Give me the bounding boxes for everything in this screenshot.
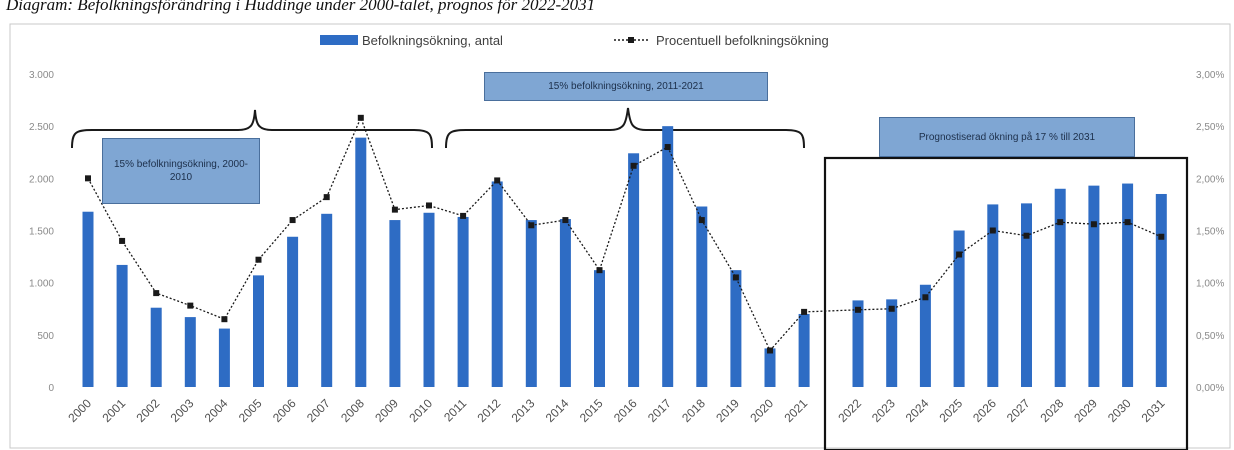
y-tick-label-left: 500 (37, 331, 54, 342)
legend-swatch-marker (628, 37, 634, 43)
bar-2000 (82, 211, 94, 387)
bar-2016 (628, 153, 640, 387)
bar-2006 (287, 236, 299, 387)
point-2021 (801, 308, 808, 315)
y-tick-label-right: 2,50% (1196, 122, 1224, 133)
annotation-forecast: Prognostiserad ökning på 17 % till 2031 (879, 117, 1135, 157)
bar-2027 (1021, 203, 1032, 387)
legend-label-line: Procentuell befolkningsökning (656, 33, 829, 48)
y-tick-label-left: 1.000 (29, 279, 54, 290)
point-2005 (255, 256, 262, 263)
y-axis-left: 0 500 1.000 1.500 2.000 2.500 3.000 (29, 70, 54, 394)
bar-2024 (919, 284, 931, 387)
y-tick-label-left: 2.500 (29, 122, 54, 133)
brace-2011-2021 (445, 107, 805, 149)
point-2003 (187, 302, 194, 309)
bar-2018 (696, 206, 708, 387)
y-tick-label-right: 0,00% (1196, 383, 1224, 394)
bar-2005 (253, 275, 264, 387)
point-2026 (989, 227, 996, 234)
bar-2014 (559, 219, 571, 387)
legend-label-bars: Befolkningsökning, antal (362, 33, 503, 48)
point-2028 (1057, 219, 1064, 226)
bar-2017 (662, 126, 674, 388)
bar-2028 (1054, 188, 1066, 387)
y-tick-label-left: 3.000 (29, 70, 54, 81)
bar-2010 (423, 212, 435, 387)
point-2023 (888, 305, 895, 312)
point-2010 (426, 202, 432, 209)
point-2029 (1090, 221, 1097, 228)
point-2008 (357, 114, 364, 121)
point-2019 (732, 274, 739, 281)
brace-2000-2010 (71, 109, 433, 149)
point-2027 (1023, 232, 1030, 239)
point-2006 (289, 217, 296, 224)
point-2017 (664, 144, 671, 151)
bar-2009 (389, 220, 401, 387)
y-tick-label-right: 2,00% (1196, 174, 1224, 185)
y-tick-label-left: 0 (48, 383, 54, 394)
bar-2015 (594, 270, 605, 387)
point-2018 (698, 217, 705, 224)
point-2024 (922, 294, 929, 301)
bar-2013 (525, 220, 537, 387)
point-2009 (391, 206, 398, 213)
point-2014 (562, 217, 569, 224)
bar-2023 (886, 299, 898, 387)
period-braces (71, 107, 805, 149)
y-tick-label-right: 0,50% (1196, 331, 1224, 342)
bar-2022 (852, 300, 864, 387)
point-2007 (323, 194, 330, 201)
legend-swatch-bars (320, 35, 358, 45)
bar-2001 (116, 264, 128, 387)
bar-2003 (184, 317, 196, 387)
bar-2004 (218, 328, 230, 387)
point-2013 (528, 222, 535, 229)
bar-2007 (321, 213, 333, 387)
y-tick-label-right: 1,00% (1196, 279, 1224, 290)
bar-2019 (730, 270, 742, 387)
point-2015 (596, 267, 603, 274)
y-tick-label-left: 1.500 (29, 227, 54, 238)
bar-2008 (355, 137, 367, 387)
y-tick-label-right: 1,50% (1196, 227, 1224, 238)
y-axis-right: 0,00% 0,50% 1,00% 1,50% 2,00% 2,50% 3,00% (1196, 70, 1224, 394)
point-2025 (956, 251, 963, 258)
point-2011 (460, 212, 467, 219)
bar-2011 (457, 216, 469, 387)
bar-2002 (150, 307, 162, 387)
point-2022 (855, 306, 861, 313)
bar-2029 (1088, 185, 1100, 387)
percent-markers (85, 114, 1165, 354)
point-2012 (494, 177, 501, 184)
bar-2020 (764, 348, 776, 387)
legend: Befolkningsökning, antal Procentuell bef… (320, 33, 829, 48)
bar-2021 (798, 313, 810, 387)
point-2016 (630, 162, 637, 169)
point-2000 (85, 175, 91, 182)
bar-2030 (1122, 183, 1134, 387)
bar-2025 (953, 230, 965, 387)
point-2030 (1124, 219, 1131, 226)
y-tick-label-left: 2.000 (29, 174, 54, 185)
point-2002 (153, 290, 160, 297)
annotation-period-2011-2021: 15% befolkningsökning, 2011-2021 (484, 72, 768, 101)
bar-2031 (1155, 193, 1167, 387)
point-2001 (119, 237, 126, 244)
annotation-period-2000-2010: 15% befolkningsökning, 2000-2010 (102, 138, 260, 204)
bar-2012 (491, 181, 503, 387)
chart-caption: Diagram: Befolkningsförändring i Hudding… (6, 0, 596, 14)
forecast-frame (823, 156, 1189, 450)
point-2031 (1158, 233, 1165, 240)
y-tick-label-right: 3,00% (1196, 70, 1224, 81)
bar-2026 (987, 204, 999, 387)
bar-series (82, 126, 1167, 388)
point-2004 (221, 316, 228, 323)
point-2020 (767, 347, 773, 354)
